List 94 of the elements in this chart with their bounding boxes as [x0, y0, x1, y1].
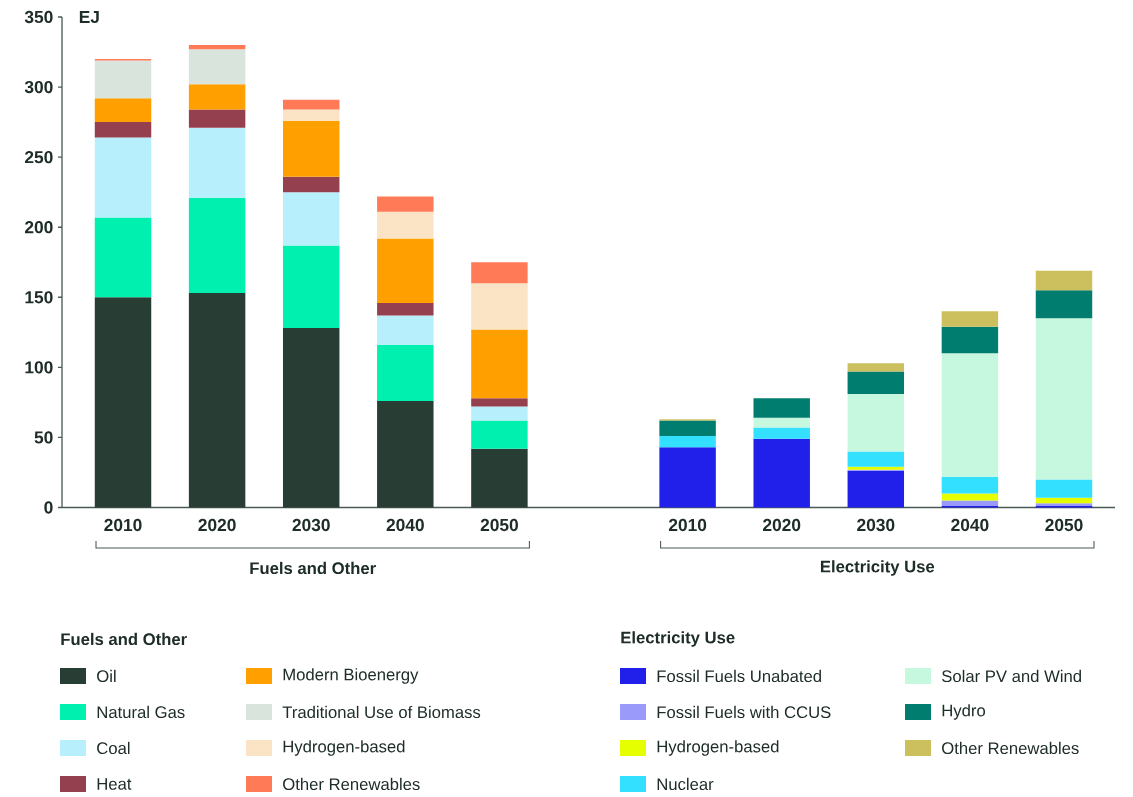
y-tick-label: 300 [24, 80, 53, 94]
bar [941, 500, 999, 507]
bar [188, 109, 246, 128]
bar [94, 217, 152, 298]
legend-label: Traditional Use of Biomass [282, 705, 481, 719]
bar [941, 353, 999, 477]
bar [188, 49, 246, 85]
bar [377, 238, 434, 303]
y-tick-label: 350 [24, 10, 53, 24]
bar [188, 127, 246, 198]
bar [282, 328, 340, 508]
legend-label: Nuclear [657, 777, 714, 791]
x-tick-label: 2030 [857, 518, 895, 532]
bar [753, 417, 810, 428]
y-tick-label: 250 [24, 151, 53, 164]
bar [282, 176, 340, 193]
bar [282, 245, 340, 329]
x-tick-label: 2040 [951, 518, 989, 532]
legend-label: Oil [97, 669, 116, 683]
legend-label: Hydrogen-based [283, 740, 405, 756]
legend-label: Heat [97, 778, 132, 790]
y-tick-label: 50 [34, 431, 53, 444]
bar [377, 211, 434, 239]
bar [847, 451, 905, 467]
bar [941, 326, 999, 354]
bar [941, 493, 999, 501]
x-tick-label: 2020 [763, 518, 801, 532]
bar [471, 262, 528, 284]
legend-label: Hydro [942, 704, 986, 720]
legend-label: Fossil Fuels with CCUS [657, 705, 831, 719]
bar [659, 420, 716, 437]
legend-label: Other Renewables [942, 741, 1079, 755]
bar [847, 471, 905, 508]
bar [282, 99, 340, 110]
bar [471, 420, 528, 449]
legend-label: Hydrogen-based [657, 740, 779, 756]
text: Fuels and Other [61, 632, 187, 646]
bar [847, 371, 905, 394]
legend-label: Fossil Fuels Unabated [657, 669, 821, 683]
bar [377, 302, 434, 316]
legend-label: Modern Bioenergy [283, 668, 419, 684]
bar [94, 137, 152, 218]
bar [94, 122, 152, 138]
bar [1035, 318, 1093, 480]
bar [471, 283, 528, 330]
bar [847, 393, 905, 452]
text: Electricity Use [820, 560, 935, 576]
bar [471, 448, 528, 508]
bar [1035, 290, 1093, 319]
bar [471, 329, 528, 399]
bar [188, 45, 246, 50]
bar [188, 84, 246, 110]
bar [941, 476, 999, 494]
legend-label: Other Renewables [283, 777, 420, 791]
bar [377, 400, 434, 508]
bar [94, 297, 152, 508]
legend-label: Solar PV and Wind [942, 669, 1081, 683]
bar [188, 197, 246, 294]
y-tick-label: 100 [25, 361, 53, 374]
legend-label: Coal [97, 741, 130, 755]
text: Electricity Use [621, 631, 735, 647]
bar [1035, 479, 1093, 498]
bar [659, 436, 716, 448]
y-tick-label: 150 [25, 291, 53, 304]
y-axis-title: EJ [79, 10, 99, 24]
bar [941, 311, 999, 327]
y-tick-label: 0 [44, 501, 53, 514]
x-tick-label: 2020 [198, 518, 236, 532]
text: Fuels and Other [250, 561, 376, 575]
x-tick-label: 2040 [386, 518, 424, 532]
bar [471, 406, 528, 421]
bar [94, 60, 152, 99]
bar [659, 447, 716, 508]
bar [188, 293, 246, 508]
x-tick-label: 2010 [104, 518, 142, 532]
bar [471, 398, 528, 407]
x-tick-label: 2030 [292, 518, 330, 532]
x-tick-label: 2050 [480, 518, 518, 532]
bar [847, 363, 905, 372]
y-tick-label: 200 [24, 221, 53, 234]
legend-label: Natural Gas [97, 705, 185, 719]
bar [1035, 270, 1093, 291]
x-tick-label: 2050 [1045, 518, 1083, 532]
bar [377, 196, 434, 212]
bar [377, 315, 434, 345]
bar [282, 192, 340, 246]
bar [94, 98, 152, 123]
bar [377, 344, 434, 401]
bar [753, 398, 810, 418]
bar [282, 120, 340, 177]
bar [753, 427, 810, 439]
x-tick-label: 2010 [668, 518, 707, 532]
bar [282, 109, 340, 121]
bar [753, 438, 810, 508]
